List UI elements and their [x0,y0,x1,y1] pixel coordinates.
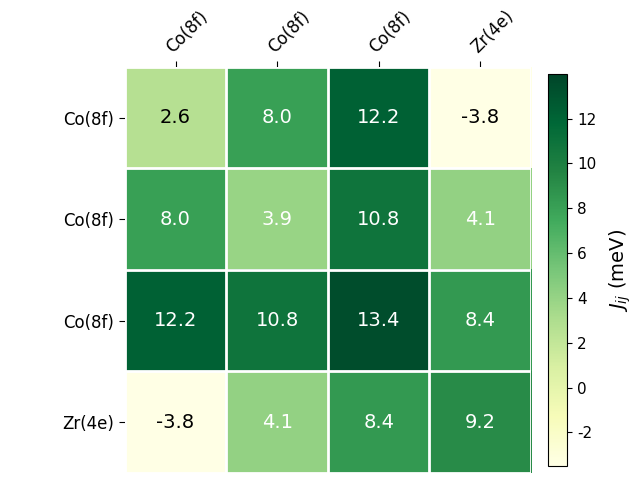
Text: 4.1: 4.1 [262,413,292,432]
Text: 13.4: 13.4 [357,311,401,330]
Text: 12.2: 12.2 [357,108,401,127]
Text: 2.6: 2.6 [160,108,191,127]
Text: 12.2: 12.2 [154,311,197,330]
Text: 3.9: 3.9 [262,210,292,228]
Text: 10.8: 10.8 [255,311,299,330]
Text: -3.8: -3.8 [461,108,499,127]
Text: 8.4: 8.4 [465,311,496,330]
Text: 8.4: 8.4 [363,413,394,432]
Text: 10.8: 10.8 [357,210,400,228]
Text: 4.1: 4.1 [465,210,496,228]
Text: 9.2: 9.2 [465,413,496,432]
Text: 8.0: 8.0 [160,210,191,228]
Text: 8.0: 8.0 [262,108,292,127]
Y-axis label: $\it{J_{ij}}$ (meV): $\it{J_{ij}}$ (meV) [607,228,633,312]
Text: -3.8: -3.8 [156,413,195,432]
